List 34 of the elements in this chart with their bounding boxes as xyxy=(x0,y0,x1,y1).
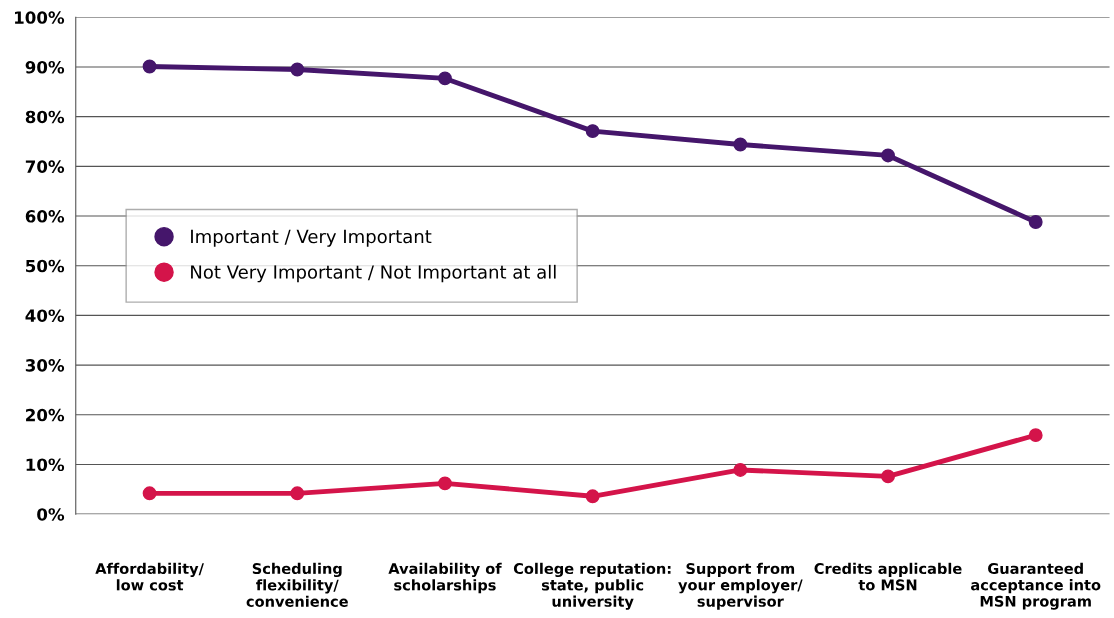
legend-label: Not Very Important / Not Important at all xyxy=(191,264,556,283)
point xyxy=(733,463,748,477)
y-tick-label: 20% xyxy=(26,408,65,422)
point xyxy=(585,124,600,139)
point xyxy=(438,476,452,491)
point xyxy=(290,486,305,501)
point xyxy=(1028,215,1043,229)
y-tick-label: 80% xyxy=(25,110,65,124)
y-tick-label: 90% xyxy=(25,60,65,74)
y-tick-label: 0% xyxy=(37,508,65,521)
x-tick-label: Credits applicable to MSN xyxy=(814,562,962,591)
y-tick-label: 10% xyxy=(26,458,65,472)
point xyxy=(142,486,157,501)
point xyxy=(438,71,452,86)
y-tick-label: 50% xyxy=(26,259,65,273)
x-tick-label: Scheduling flexibility/ convenience xyxy=(246,562,348,607)
point xyxy=(1028,428,1043,443)
point xyxy=(733,137,748,152)
x-tick-label: Affordability/ low cost xyxy=(95,562,204,591)
y-tick-label: 40% xyxy=(25,309,65,322)
point xyxy=(881,148,895,163)
point xyxy=(881,469,895,484)
legend-label: Important / Very Important xyxy=(191,229,432,247)
x-tick-label: Support from your employer/ supervisor xyxy=(678,562,803,610)
point xyxy=(585,489,600,504)
x-tick-label: Guaranteed acceptance into MSN program xyxy=(971,562,1101,610)
y-tick-label: 30% xyxy=(25,359,65,372)
x-tick-label: Availability of scholarships xyxy=(388,562,502,594)
y-tick-label: 70% xyxy=(25,160,65,173)
y-tick-label: 100% xyxy=(15,11,65,24)
point xyxy=(290,62,305,77)
point xyxy=(142,59,157,74)
y-tick-label: 60% xyxy=(25,210,65,223)
x-tick-label: College reputation: state, public university xyxy=(513,562,671,610)
